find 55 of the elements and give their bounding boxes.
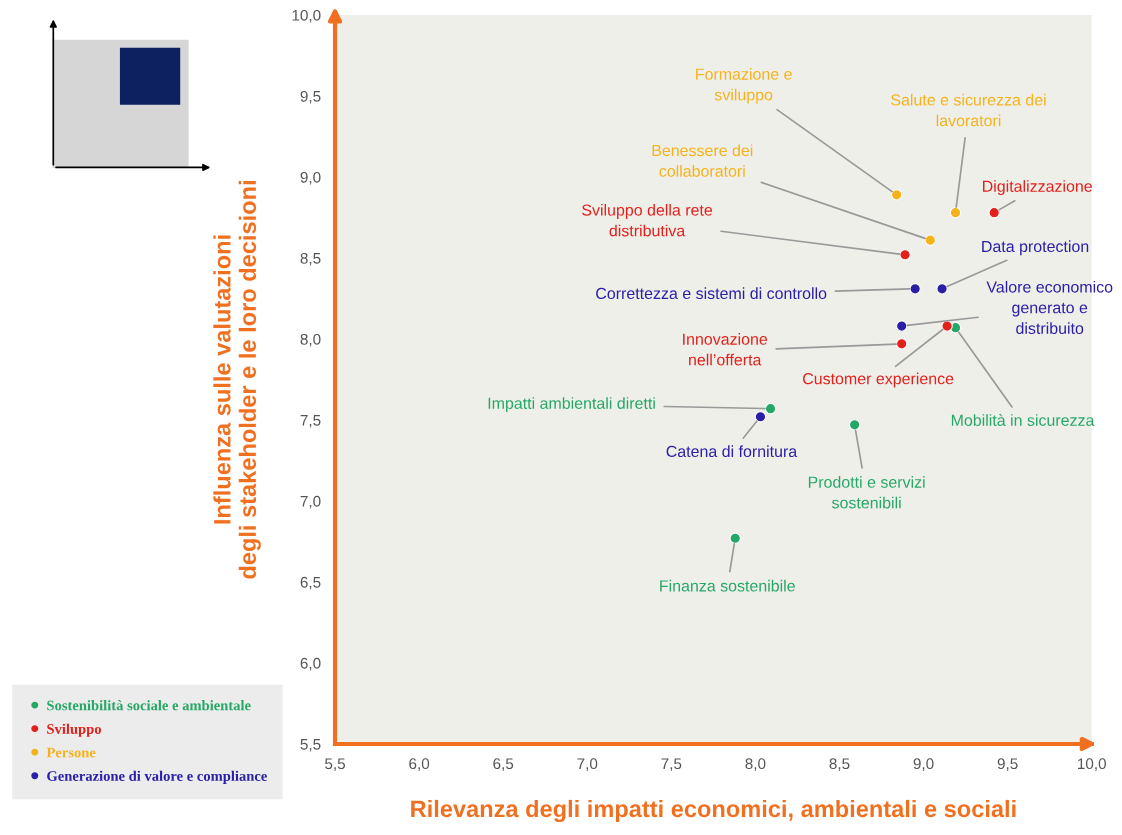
x-tick-label: 6,5 [493,758,514,771]
annotation: Valore economico generato e distribuito [986,280,1113,335]
annotation: Benessere dei collaboratori [652,144,753,177]
x-tick-label: 7,0 [577,758,598,771]
point [895,320,908,332]
point [924,234,936,246]
y-axis-title: Influenza sulle valutazioni degli stakeholder e le loro decisioni [213,181,261,579]
x-tick-label: 8,0 [745,758,766,771]
point [936,283,948,295]
annotation: Data protection [982,240,1089,256]
annotation: Mobilità in sicurezza [951,414,1095,426]
x-tick-label: 10,0 [1078,758,1106,771]
y-tick-label: 6,5 [300,576,321,590]
x-tick-label: 6,0 [409,758,430,771]
annotation: Sviluppo della rete distributiva [582,203,713,237]
point [890,189,903,201]
legend-label: Sviluppo [47,723,102,737]
annotation: Prodotti e servizi sostenibili [808,476,925,509]
y-tick-label: 9,0 [300,171,321,185]
point [941,320,953,332]
point [764,402,777,415]
x-tick-label: 5,5 [325,758,346,771]
x-tick-label: 9,5 [997,758,1018,771]
point [729,532,741,544]
annotation: Salute e sicurezza dei lavoratori [891,93,1046,127]
annotation: Digitalizzazione [983,180,1092,196]
point [949,206,962,219]
annotation: Formazione e sviluppo [696,68,792,104]
y-tick-label: 6,0 [300,657,321,671]
legend-label: Persone [46,747,96,758]
point [895,338,908,350]
y-tick-label: 7,0 [300,495,321,509]
annotation: Correttezza e sistemi di controllo [596,287,827,300]
y-tick-label: 8,5 [300,252,321,266]
annotation: Innovazione nell’offerta [683,333,768,366]
x-axis-title: Rilevanza degli impatti economici, ambientali e sociali [411,799,1016,823]
x-tick-label: 9,0 [913,758,934,771]
point [848,419,861,431]
y-tick-label: 10,0 [292,9,321,23]
point [909,283,921,295]
annotation: Customer experience [803,372,954,388]
x-tick-label: 7,5 [661,758,682,771]
y-tick-label: 9,5 [300,90,321,104]
point [899,249,911,261]
y-tick-label: 5,5 [300,739,321,752]
x-tick-label: 8,5 [829,758,850,771]
annotation: Finanza sostenibile [660,579,795,592]
y-tick-label: 8,0 [300,333,321,347]
annotation: Catena di fornitura [666,445,798,458]
point [754,411,767,423]
legend-label: Sostenibilità sociale e ambientale [47,700,251,711]
y-tick-label: 7,5 [300,415,321,428]
point [988,206,1000,219]
annotation: Impatti ambientali diretti [488,397,655,413]
legend-label: Generazione di valore e compliance [47,770,267,784]
